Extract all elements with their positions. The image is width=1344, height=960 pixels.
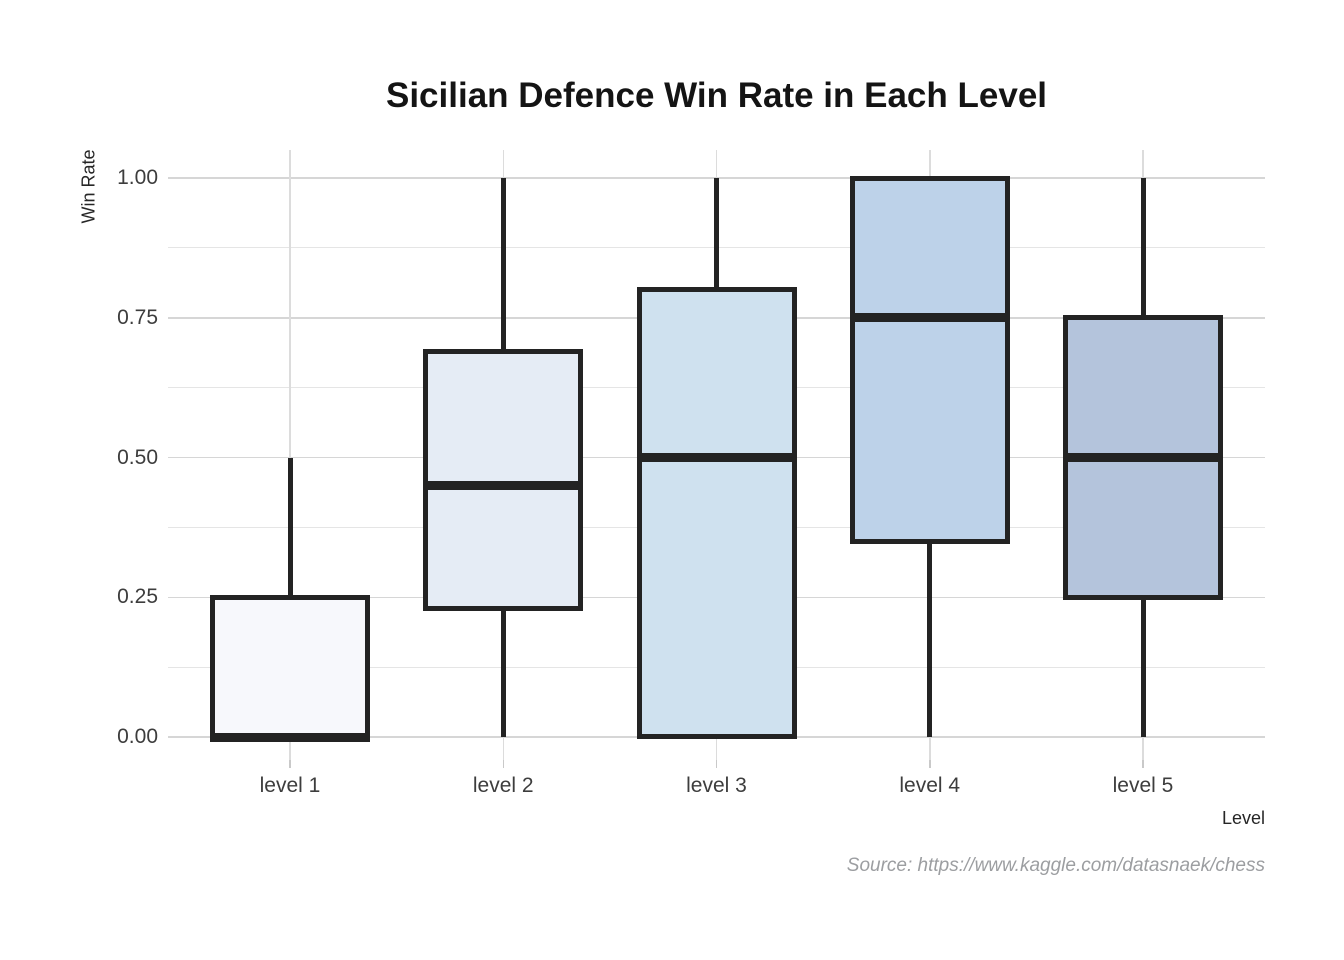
x-tick-label-4: level 4	[899, 774, 961, 797]
lower-whisker-5	[1140, 597, 1146, 737]
lower-whisker-2	[500, 608, 506, 737]
upper-whisker-2	[500, 178, 506, 352]
y-tick-label: 0.25	[117, 585, 158, 609]
median-level-4	[849, 313, 1010, 323]
x-tick	[289, 760, 291, 768]
y-tick-label: 0.00	[117, 725, 158, 748]
upper-whisker-3	[714, 178, 719, 290]
box-level-4	[849, 175, 1010, 544]
x-tick-label-5: level 5	[1112, 774, 1174, 797]
chart-title: Sicilian Defence Win Rate in Each Level	[385, 76, 1048, 115]
median-level-1	[210, 732, 370, 742]
x-tick-label-1: level 1	[259, 774, 321, 797]
y-tick-label: 1.00	[117, 166, 158, 189]
y-tick-label: 0.50	[117, 445, 158, 469]
x-tick	[502, 760, 504, 768]
y-tick-label: 0.75	[117, 305, 158, 329]
source-caption: Source: https://www.kaggle.com/datasnaek…	[846, 855, 1265, 876]
x-axis-title: Level	[1221, 808, 1265, 828]
median-level-2	[423, 480, 584, 490]
upper-whisker-5	[1140, 178, 1146, 318]
lower-whisker-4	[927, 541, 933, 737]
x-tick	[715, 760, 718, 768]
plot-area	[168, 150, 1265, 760]
median-level-3	[636, 453, 797, 462]
x-tick	[1142, 760, 1144, 768]
median-level-5	[1063, 453, 1223, 462]
box-level-2	[423, 348, 584, 611]
upper-whisker-1	[287, 457, 293, 598]
x-tick-label-3: level 3	[686, 774, 747, 797]
box-level-1	[210, 594, 370, 740]
x-tick	[929, 760, 931, 768]
box-level-3	[636, 287, 797, 740]
x-tick-label-2: level 2	[472, 774, 534, 797]
x-gridline	[289, 150, 291, 760]
